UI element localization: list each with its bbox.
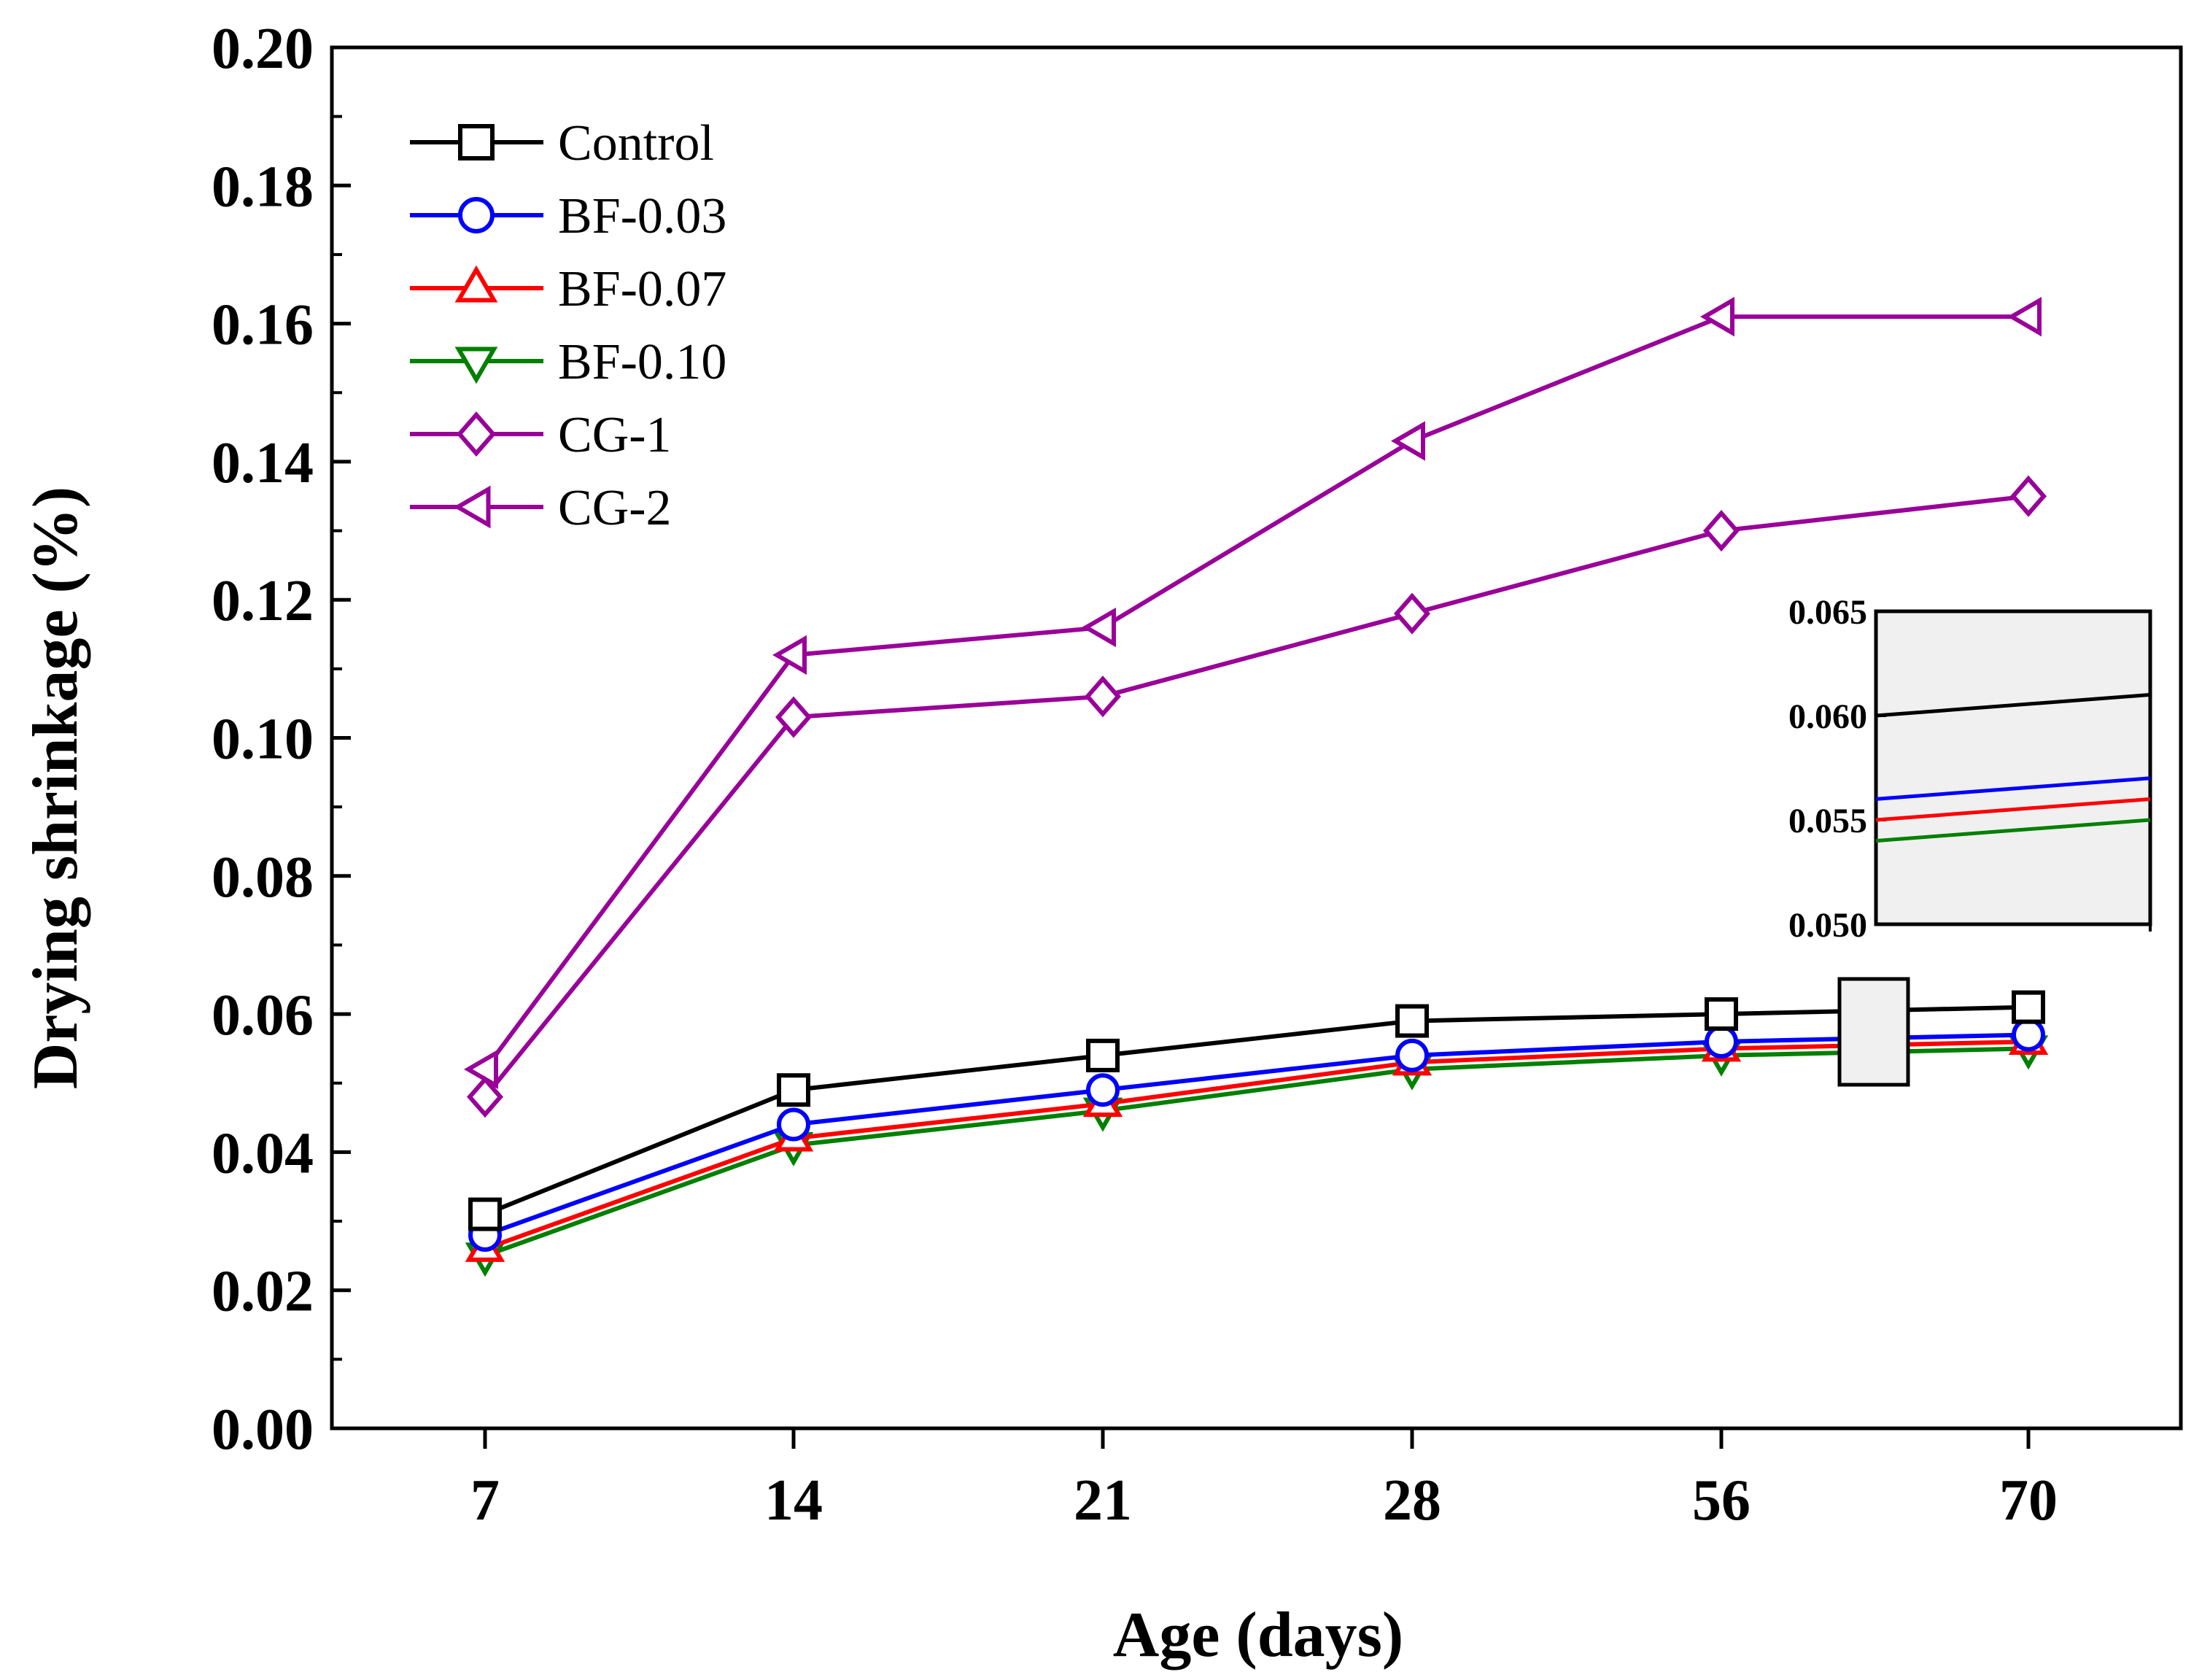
legend-item-cg-1: CG-1 <box>410 407 672 463</box>
data-point-control <box>1705 997 1738 1031</box>
y-tick-label: 0.18 <box>212 155 314 219</box>
y-tick-label: 0.14 <box>212 431 314 495</box>
x-tick-label: 21 <box>1074 1468 1132 1533</box>
series-line-bf-0-10 <box>484 1046 2029 1258</box>
legend-marker <box>458 124 495 160</box>
legend-label: CG-2 <box>558 480 672 536</box>
legend-label: Control <box>558 115 714 171</box>
plot-series <box>464 296 2049 1277</box>
data-point-bf-0-03 <box>1086 1073 1120 1107</box>
data-point-cg-2 <box>1391 421 1425 461</box>
legend-item-bf-0-03: BF-0.03 <box>410 188 726 244</box>
series-line-bf-0-07 <box>484 1039 2029 1251</box>
legend-label: CG-1 <box>558 407 672 463</box>
x-tick-label: 28 <box>1383 1468 1441 1533</box>
data-point-bf-0-03 <box>777 1107 810 1142</box>
inset-series-bf-0-07 <box>1875 797 2151 822</box>
data-point-bf-0-03 <box>1395 1038 1429 1072</box>
inset-y-tick-label: 0.065 <box>1788 593 1867 632</box>
data-point-cg-1 <box>1703 509 1740 552</box>
data-point-control <box>1086 1038 1120 1072</box>
inset-frame <box>1874 609 2152 926</box>
y-tick-label: 0.20 <box>212 17 314 81</box>
data-point-cg-1 <box>2010 475 2047 517</box>
legend: Control BF-0.03 BF-0.07 BF-0.10 CG-1 CG-2 <box>410 115 726 536</box>
legend-item-cg-2: CG-2 <box>410 480 672 536</box>
legend-marker <box>454 347 498 384</box>
x-tick-label: 56 <box>1692 1468 1751 1533</box>
x-tick-label: 14 <box>764 1468 823 1533</box>
legend-label: BF-0.03 <box>558 188 726 244</box>
y-tick-label: 0.16 <box>212 293 314 357</box>
axes: 0.00 0.02 0.04 0.06 0.08 0.10 0.12 0.14 0.16 0.18… <box>212 17 2183 1533</box>
series-cg-2 <box>464 296 2042 1090</box>
data-point-cg-2 <box>772 635 807 676</box>
inset-series-bf-0-10 <box>1875 818 2151 843</box>
legend-marker <box>456 411 497 457</box>
y-tick-label: 0.12 <box>212 569 314 633</box>
y-axis-title: Drying shrinkage (%) <box>20 487 91 1089</box>
data-point-control <box>777 1073 810 1107</box>
inset-series-bf-0-03 <box>1875 776 2151 801</box>
data-point-control <box>2012 990 2045 1024</box>
legend-marker <box>458 197 495 233</box>
legend-item-bf-0-10: BF-0.10 <box>410 334 726 390</box>
legend-label: BF-0.07 <box>558 261 726 317</box>
y-tick-label: 0.04 <box>212 1121 314 1185</box>
y-tick-label: 0.00 <box>212 1398 314 1462</box>
series-bf-0-03 <box>468 1018 2045 1252</box>
data-point-cg-2 <box>1082 607 1116 648</box>
data-point-cg-2 <box>464 1049 498 1090</box>
legend-item-bf-0-07: BF-0.07 <box>410 261 726 317</box>
series-control <box>468 990 2045 1231</box>
inset-zoom: 0.050 0.055 0.060 0.065 <box>1788 593 2152 1087</box>
x-tick-label: 7 <box>470 1468 500 1533</box>
y-tick-label: 0.10 <box>212 708 314 772</box>
series-bf-0-07 <box>465 1020 2049 1262</box>
y-tick-label: 0.02 <box>212 1260 314 1324</box>
legend-marker <box>454 265 498 303</box>
y-tick-label: 0.06 <box>212 983 314 1048</box>
inset-y-tick-label: 0.060 <box>1788 697 1867 736</box>
inset-series-control <box>1875 692 2151 718</box>
series-line-bf-0-03 <box>484 1032 2029 1237</box>
series-line-cg-1 <box>483 494 2029 1099</box>
data-point-control <box>1395 1004 1429 1038</box>
inset-y-tick-label: 0.055 <box>1788 802 1867 840</box>
legend-label: BF-0.10 <box>558 334 726 390</box>
data-point-cg-1 <box>1085 676 1121 718</box>
legend-item-control: Control <box>410 115 714 171</box>
x-tick-label: 70 <box>1999 1468 2058 1533</box>
data-point-cg-2 <box>2007 296 2042 337</box>
x-axis-title: Age (days) <box>1113 1600 1403 1671</box>
data-point-cg-1 <box>775 696 812 738</box>
series-cg-1 <box>467 475 2047 1118</box>
data-point-cg-1 <box>1394 592 1430 635</box>
series-line-cg-2 <box>483 314 2028 1071</box>
data-point-bf-0-03 <box>2012 1018 2045 1052</box>
data-point-control <box>468 1197 502 1231</box>
inset-y-tick-label: 0.050 <box>1788 906 1867 945</box>
legend-marker <box>453 485 491 529</box>
data-point-cg-1 <box>467 1076 503 1118</box>
data-point-cg-2 <box>1700 296 1734 337</box>
zoom-region-box <box>1837 977 1910 1087</box>
data-point-bf-0-03 <box>1705 1024 1738 1058</box>
y-tick-label: 0.08 <box>212 845 314 910</box>
series-line-control <box>484 1004 2029 1217</box>
